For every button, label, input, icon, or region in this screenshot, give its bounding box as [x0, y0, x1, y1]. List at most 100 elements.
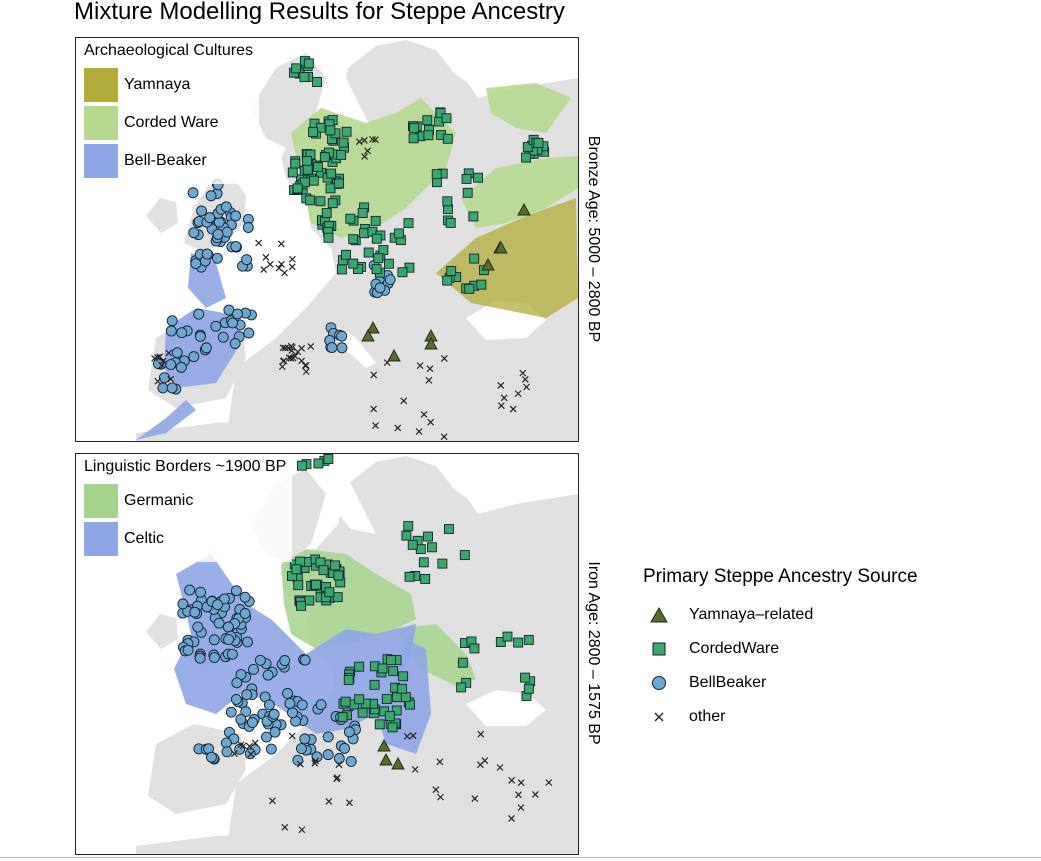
corded-ware-marker	[291, 63, 302, 74]
bell-beaker-marker	[220, 201, 232, 213]
other-marker	[370, 371, 378, 379]
corded-ware-marker	[357, 208, 368, 218]
corded-ware-marker	[468, 211, 479, 222]
other-marker	[509, 405, 517, 413]
corded-ware-marker	[435, 108, 446, 118]
corded-ware-marker	[445, 217, 456, 228]
bell-beaker-marker	[254, 654, 266, 666]
corded-ware-marker	[333, 570, 344, 581]
other-marker	[476, 761, 484, 769]
region-corded-ware-east	[461, 156, 578, 228]
other-marker	[277, 240, 285, 248]
other-marker	[260, 266, 268, 273]
other-marker	[311, 759, 319, 767]
bell-beaker-marker	[221, 746, 233, 758]
corded-ware-marker	[327, 198, 338, 209]
corded-ware-marker	[369, 679, 380, 690]
other-marker	[281, 823, 289, 831]
legend-row-celtic: Celtic	[84, 520, 286, 558]
bell-beaker-marker	[205, 190, 217, 202]
corded-ware-marker	[374, 719, 385, 730]
yamnaya-related-marker	[481, 258, 495, 271]
other-marker	[167, 375, 175, 383]
corded-ware-marker	[502, 631, 513, 642]
corded-ware-marker	[423, 130, 434, 141]
other-marker	[266, 260, 274, 268]
corded-ware-marker	[290, 158, 301, 169]
corded-ware-marker	[495, 637, 506, 647]
bell-beaker-marker	[176, 327, 188, 339]
other-marker	[416, 362, 424, 370]
corded-ware-marker	[323, 232, 334, 243]
other-marker	[296, 760, 304, 768]
corded-ware-marker	[325, 183, 336, 194]
region-bell-beaker-coast	[136, 400, 196, 440]
other-marker	[246, 742, 253, 750]
bell-beaker-marker	[200, 342, 212, 354]
corded-ware-marker	[457, 657, 468, 668]
markers-layer	[151, 56, 550, 441]
corded-ware-marker	[473, 172, 483, 183]
corded-ware-marker	[293, 580, 304, 591]
other-marker	[298, 357, 306, 365]
corded-ware-marker	[326, 168, 337, 179]
other-marker	[394, 424, 402, 432]
other-marker	[519, 369, 527, 377]
bell-beaker-marker	[265, 743, 277, 755]
legend-row-yamnaya: Yamnaya	[84, 66, 253, 104]
bell-beaker-marker	[194, 331, 206, 342]
bell-beaker-marker	[269, 726, 281, 738]
other-marker	[477, 730, 485, 738]
iron-age-strip-label: Iron Age: 2800 – 1575 BP	[585, 561, 602, 745]
bell-beaker-marker	[171, 347, 183, 359]
corded-ware-marker	[302, 164, 313, 175]
bell-beaker-marker	[296, 743, 307, 755]
bell-beaker-marker	[188, 227, 200, 239]
bell-beaker-marker	[201, 248, 213, 260]
germanic-label: Germanic	[124, 492, 194, 509]
corded-ware-marker	[338, 137, 349, 148]
other-marker	[346, 799, 353, 807]
corded-ware-marker	[377, 663, 388, 674]
other-marker	[302, 368, 310, 376]
corded-ware-marker	[403, 218, 414, 229]
other-marker	[154, 353, 161, 361]
triangle-marker-icon	[643, 607, 675, 623]
bell-beaker-marker	[336, 330, 348, 342]
corded-ware-marker	[373, 253, 384, 264]
celtic-swatch	[84, 522, 118, 556]
corded-ware-marker	[319, 152, 330, 163]
other-marker	[298, 344, 306, 352]
bell-beaker-marker	[242, 636, 253, 648]
corded-ware-marker	[370, 215, 381, 226]
other-marker	[523, 383, 530, 391]
bell-beaker-marker	[262, 669, 274, 681]
bell-beaker-marker	[232, 308, 243, 320]
other-marker	[471, 795, 479, 802]
bell-beaker-marker	[299, 654, 311, 666]
corded-ware-marker	[291, 564, 302, 575]
corded-ware-marker	[348, 258, 359, 269]
bell-beaker-marker	[296, 699, 308, 711]
corded-ware-marker	[299, 72, 310, 83]
corded-ware-marker	[521, 152, 532, 163]
bell-beaker-marker	[175, 361, 187, 373]
bell-beaker-marker	[227, 317, 239, 329]
iron-age-map	[136, 454, 578, 854]
corded-ware-marker	[423, 531, 433, 542]
other-legend-label: other	[689, 708, 726, 725]
other-marker	[500, 394, 508, 402]
other-marker	[496, 764, 504, 771]
yamnaya-swatch	[84, 68, 118, 102]
legend-row-germanic: Germanic	[84, 482, 286, 520]
corded-ware-marker	[533, 138, 544, 148]
yamnaya-related-label: Yamnaya–related	[689, 606, 814, 623]
other-marker	[156, 353, 164, 361]
other-marker	[517, 779, 525, 787]
other-marker	[440, 433, 448, 441]
bell-beaker-marker	[231, 677, 243, 689]
other-marker	[287, 354, 295, 362]
corded-ware-marker	[400, 692, 411, 703]
corded-ware-marker	[334, 178, 345, 189]
bell-beaker-marker	[208, 634, 220, 646]
